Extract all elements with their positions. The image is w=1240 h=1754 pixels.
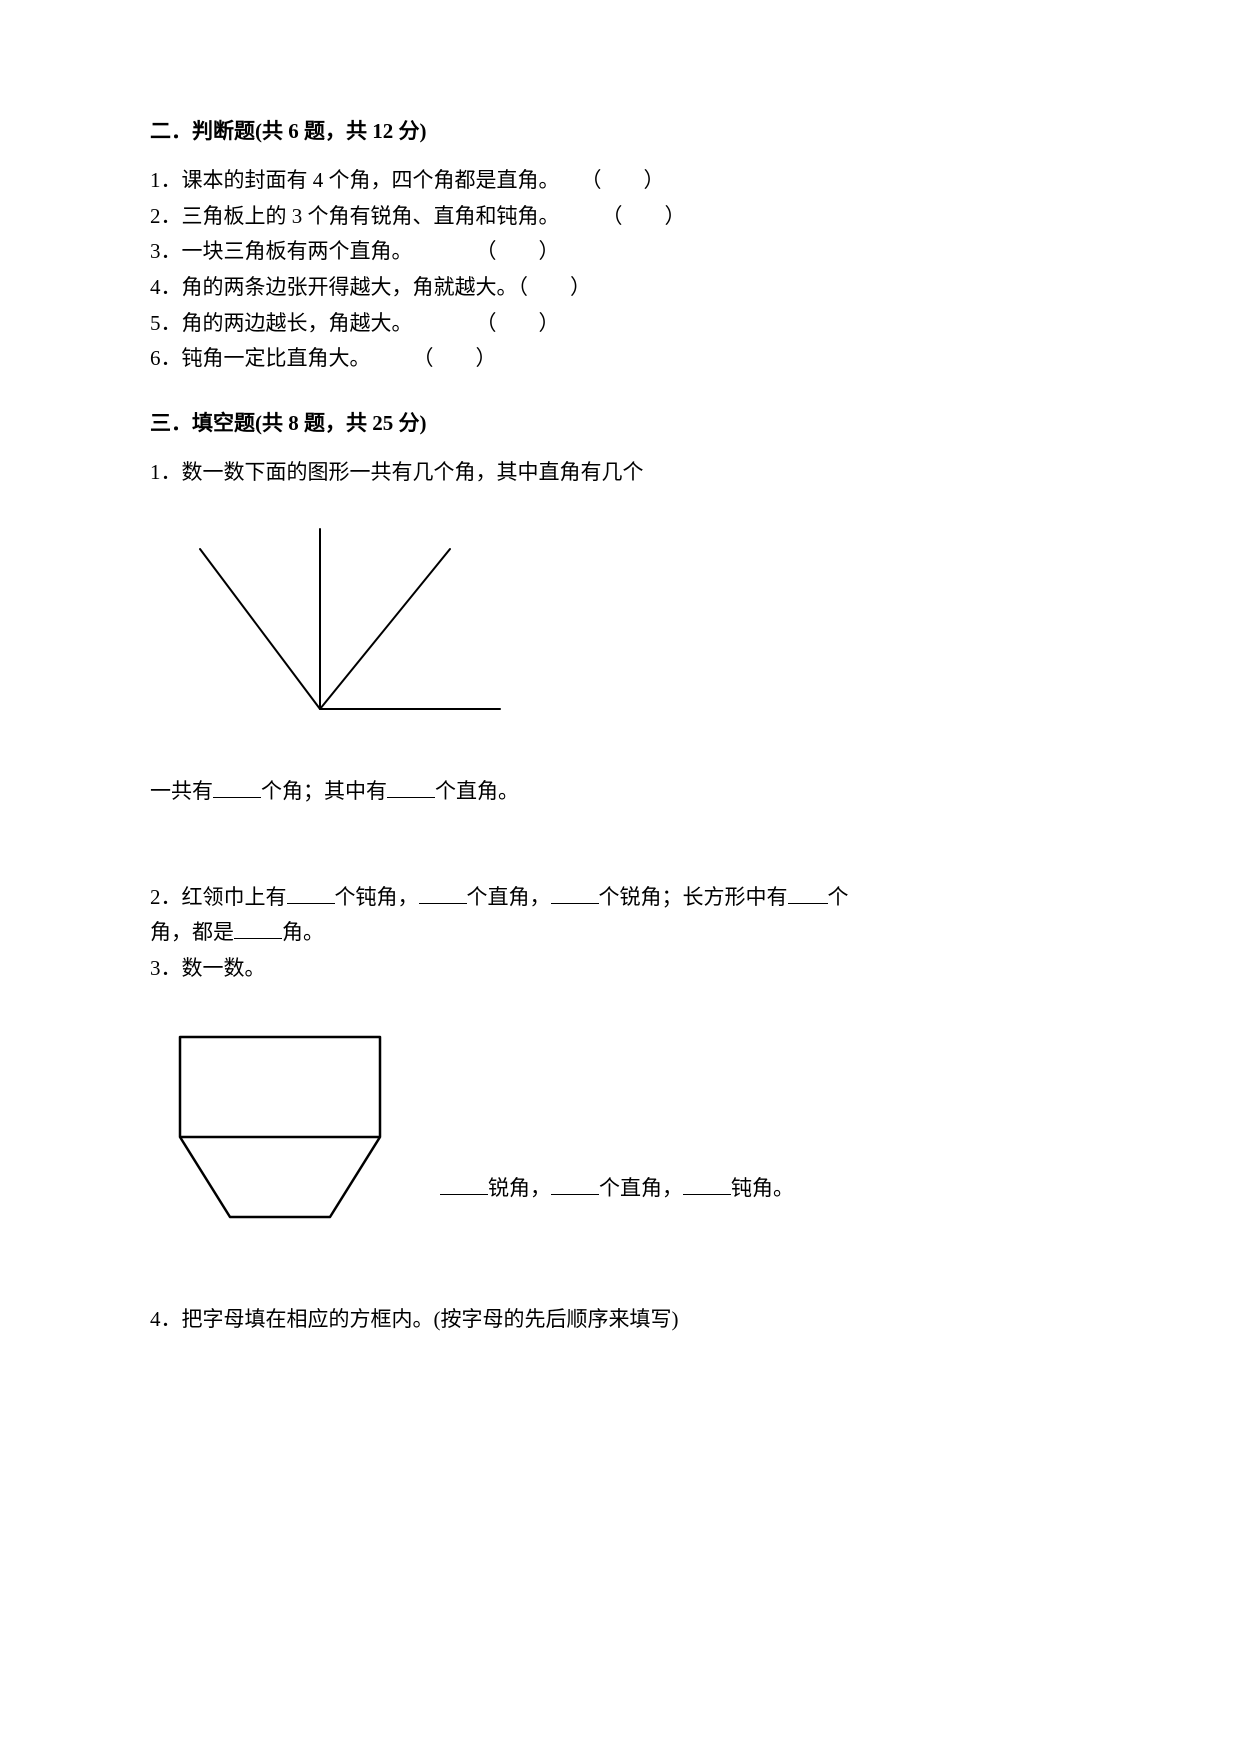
q2-t0: 2．红领巾上有 xyxy=(150,885,287,909)
q1-text-c: 个直角。 xyxy=(435,779,519,803)
q2-blank-4[interactable] xyxy=(788,883,828,904)
q2-t3: 个锐角；长方形中有 xyxy=(599,885,788,909)
s2-item-2: 2．三角板上的 3 个角有锐角、直角和钝角。 （ ） xyxy=(150,199,1090,235)
section3-heading: 三．填空题(共 8 题，共 25 分) xyxy=(150,407,1090,437)
q2-blank-3[interactable] xyxy=(551,883,599,904)
page-content: 二．判断题(共 6 题，共 12 分) 1．课本的封面有 4 个角，四个角都是直… xyxy=(0,0,1240,1337)
s3-q3-figure xyxy=(150,1017,410,1242)
q1-blank-1[interactable] xyxy=(213,777,261,798)
q3-t1: 个直角， xyxy=(599,1176,683,1200)
s3-q1-answer: 一共有 个角；其中有 个直角。 xyxy=(150,774,1090,810)
s2-item-3: 3．一块三角板有两个直角。 （ ） xyxy=(150,234,1090,270)
s3-q3-tail: 锐角， 个直角， 钝角。 xyxy=(440,1172,794,1242)
s3-q1-figure xyxy=(160,509,1090,734)
q2-blank-5[interactable] xyxy=(234,918,282,939)
s2-item-4: 4．角的两条边张开得越大，角就越大。（ ） xyxy=(150,270,1090,306)
q1-blank-2[interactable] xyxy=(387,777,435,798)
q2-blank-2[interactable] xyxy=(419,883,467,904)
q3-t2: 钝角。 xyxy=(731,1176,794,1200)
q3-blank-2[interactable] xyxy=(551,1174,599,1195)
q3-blank-3[interactable] xyxy=(683,1174,731,1195)
section2-items: 1．课本的封面有 4 个角，四个角都是直角。 （ ） 2．三角板上的 3 个角有… xyxy=(150,163,1090,377)
q2-l2-t0: 角，都是 xyxy=(150,920,234,944)
polygon-shape-diagram xyxy=(150,1017,410,1237)
s2-item-5: 5．角的两边越长，角越大。 （ ） xyxy=(150,306,1090,342)
s3-q3-prompt: 3．数一数。 xyxy=(150,951,1090,987)
q1-text-a: 一共有 xyxy=(150,779,213,803)
s3-q3-row: 锐角， 个直角， 钝角。 xyxy=(150,1017,1090,1242)
q2-t2: 个直角， xyxy=(467,885,551,909)
q2-blank-1[interactable] xyxy=(287,883,335,904)
q2-l2-t1: 角。 xyxy=(282,920,324,944)
s2-item-6: 6．钝角一定比直角大。 （ ） xyxy=(150,341,1090,377)
s2-item-1: 1．课本的封面有 4 个角，四个角都是直角。 （ ） xyxy=(150,163,1090,199)
q2-t1: 个钝角， xyxy=(335,885,419,909)
s3-q4-prompt: 4．把字母填在相应的方框内。(按字母的先后顺序来填写) xyxy=(150,1302,1090,1338)
s3-q1-prompt: 1．数一数下面的图形一共有几个角，其中直角有几个 xyxy=(150,455,1090,491)
angle-rays-diagram xyxy=(160,509,520,729)
section2-heading: 二．判断题(共 6 题，共 12 分) xyxy=(150,115,1090,145)
q3-blank-1[interactable] xyxy=(440,1174,488,1195)
q3-t0: 锐角， xyxy=(488,1176,551,1200)
q1-text-b: 个角；其中有 xyxy=(261,779,387,803)
s3-q2-line2: 角，都是 角。 xyxy=(150,915,1090,951)
q2-t4: 个 xyxy=(828,885,849,909)
s3-q2-line1: 2．红领巾上有 个钝角， 个直角， 个锐角；长方形中有 个 xyxy=(150,880,1090,916)
